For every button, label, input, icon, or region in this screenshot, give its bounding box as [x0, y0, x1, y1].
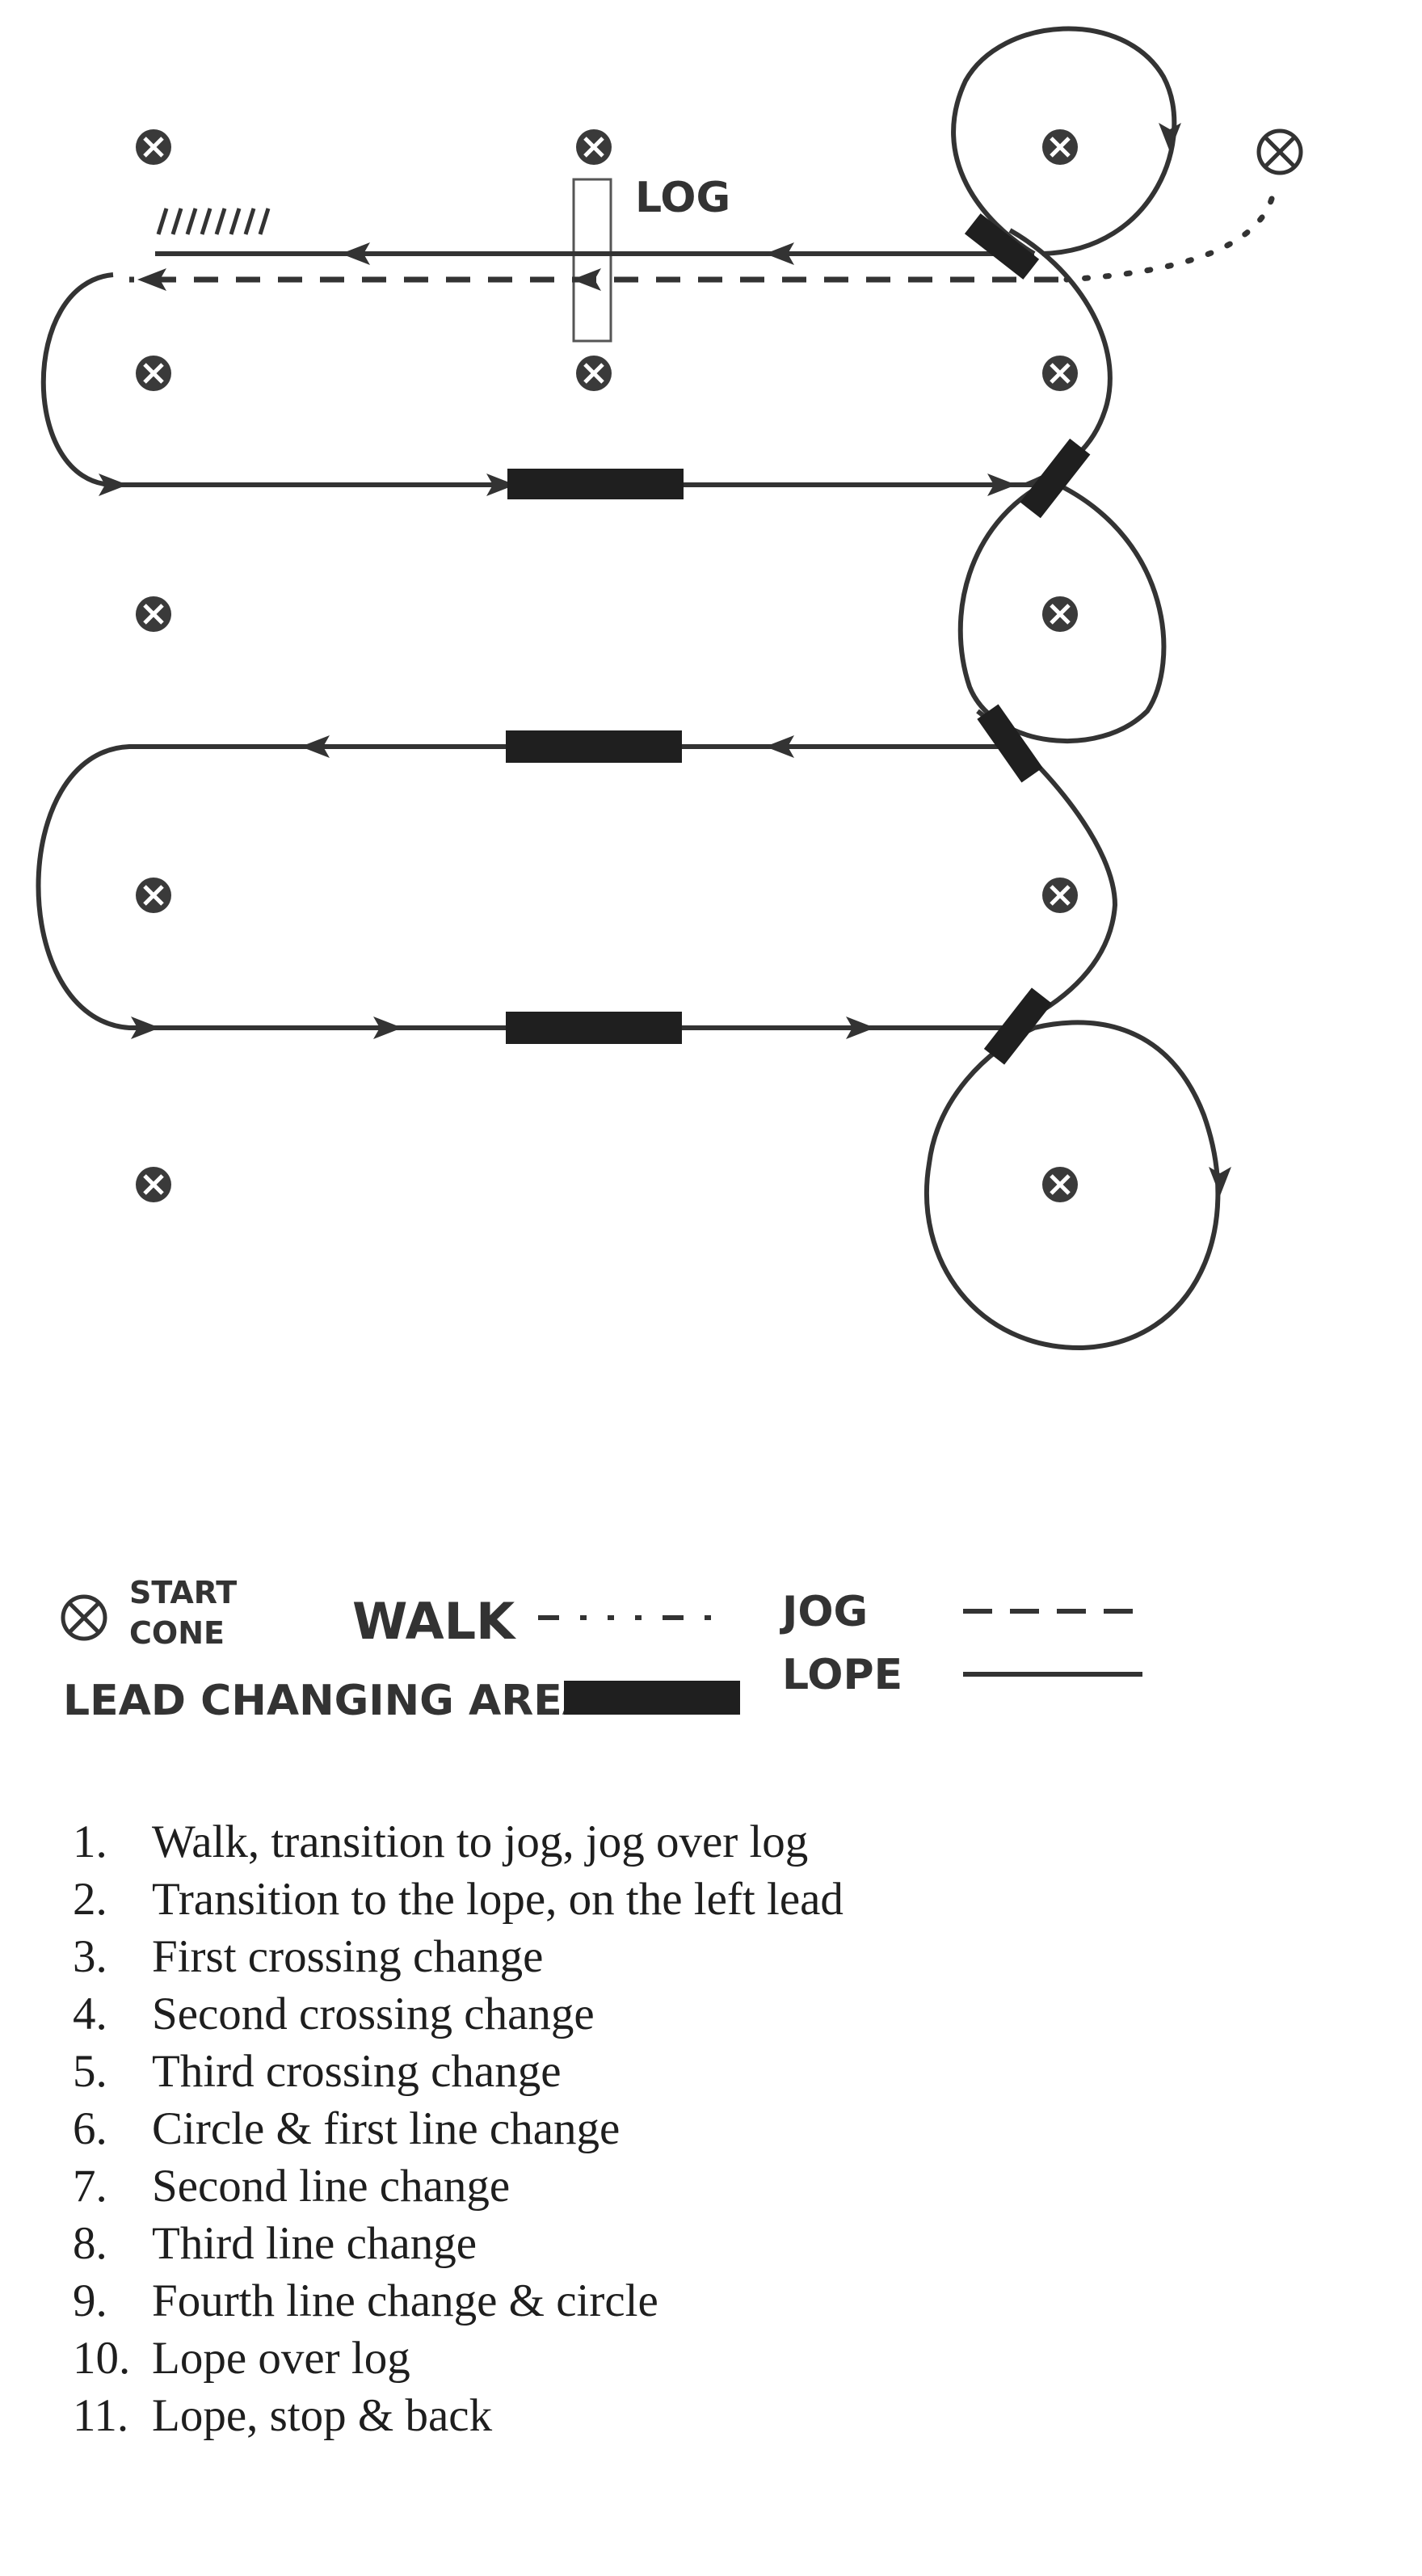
lead-change-area [506, 1012, 682, 1044]
instruction-item: 9. Fourth line change & circle [73, 2272, 844, 2330]
lead-change-area [507, 469, 684, 499]
jog-arrow [572, 268, 601, 291]
instruction-text: Lope over log [152, 2333, 410, 2384]
legend-start-cone-icon [63, 1597, 105, 1639]
cone-marker [1042, 596, 1078, 632]
instruction-text: Third line change [152, 2218, 478, 2269]
instruction-text: Fourth line change & circle [152, 2275, 658, 2326]
instruction-text: Second line change [152, 2161, 511, 2212]
lope-arrow [1209, 1167, 1231, 1196]
instruction-item: 4. Second crossing change [73, 1985, 844, 2043]
legend-cone-label: CONE [129, 1615, 225, 1651]
instruction-number: 8. [73, 2218, 107, 2269]
cone-marker [136, 878, 171, 913]
lope-circle-top [951, 26, 1177, 256]
legend-lead-changing-label: LEAD CHANGING AREA [63, 1677, 595, 1725]
instruction-number: 4. [73, 1989, 107, 2039]
instruction-number: 1. [73, 1816, 107, 1867]
instruction-item: 1. Walk, transition to jog, jog over log [73, 1813, 844, 1871]
instruction-item: 8. Third line change [73, 2215, 844, 2272]
cone-marker [576, 129, 612, 165]
cone-marker [136, 356, 171, 391]
legend-start-label: START [129, 1575, 237, 1610]
instruction-number: 3. [73, 1931, 107, 1982]
walk-path [1063, 196, 1275, 283]
instruction-number: 6. [73, 2103, 107, 2154]
instruction-text: Walk, transition to jog, jog over log [152, 1816, 809, 1867]
cone-marker [1042, 356, 1078, 391]
legend-jog-label: JOG [780, 1588, 868, 1636]
cone-marker [1042, 1167, 1078, 1202]
start-cone-marker [1259, 131, 1301, 173]
instruction-number: 11. [73, 2390, 129, 2441]
cone-marker [576, 356, 612, 391]
log-label: LOG [635, 174, 730, 222]
cone-marker [136, 129, 171, 165]
cone-marker [1042, 129, 1078, 165]
instruction-item: 10. Lope over log [73, 2330, 844, 2387]
finish-hatch [156, 208, 271, 235]
lope-middle-line [36, 744, 1034, 1030]
instruction-number: 9. [73, 2275, 107, 2326]
instruction-text: Lope, stop & back [152, 2390, 493, 2441]
instruction-list: 1. Walk, transition to jog, jog over log … [73, 1813, 844, 2444]
instruction-text: Transition to the lope, on the left lead [152, 1874, 844, 1925]
instruction-item: 7. Second line change [73, 2157, 844, 2215]
instruction-text: First crossing change [152, 1931, 544, 1982]
instruction-item: 5. Third crossing change [73, 2043, 844, 2100]
instruction-item: 3. First crossing change [73, 1928, 844, 1985]
instruction-number: 7. [73, 2161, 107, 2212]
cone-marker [136, 596, 171, 632]
instruction-item: 6. Circle & first line change [73, 2100, 844, 2157]
legend-walk-label: WALK [352, 1592, 516, 1651]
lead-change-area [506, 730, 682, 763]
cone-marker [136, 1167, 171, 1202]
legend-lope-label: LOPE [782, 1651, 902, 1699]
instruction-item: 2. Transition to the lope, on the left le… [73, 1871, 844, 1928]
instruction-number: 2. [73, 1874, 107, 1925]
log-obstacle [572, 178, 612, 343]
crossing-change-area [964, 213, 1040, 280]
lope-left-turn-upper [40, 272, 1042, 487]
legend-lead-changing-bar [564, 1681, 740, 1715]
crossing-change-area [977, 704, 1043, 783]
crossing-change-area [1020, 438, 1091, 519]
lope-circle-middle [957, 482, 1167, 743]
lope-crossing-curve-2 [976, 709, 1118, 1030]
lope-circle-bottom [923, 1020, 1221, 1351]
instruction-item: 11. Lope, stop & back [73, 2387, 844, 2444]
lope-arrow [1159, 123, 1181, 152]
instruction-text: Third crossing change [152, 2046, 562, 2097]
instruction-text: Second crossing change [152, 1989, 595, 2039]
cone-marker [1042, 878, 1078, 913]
crossing-change-area [983, 987, 1053, 1065]
instruction-text: Circle & first line change [152, 2103, 621, 2154]
instruction-number: 10. [73, 2333, 131, 2384]
instruction-number: 5. [73, 2046, 107, 2097]
